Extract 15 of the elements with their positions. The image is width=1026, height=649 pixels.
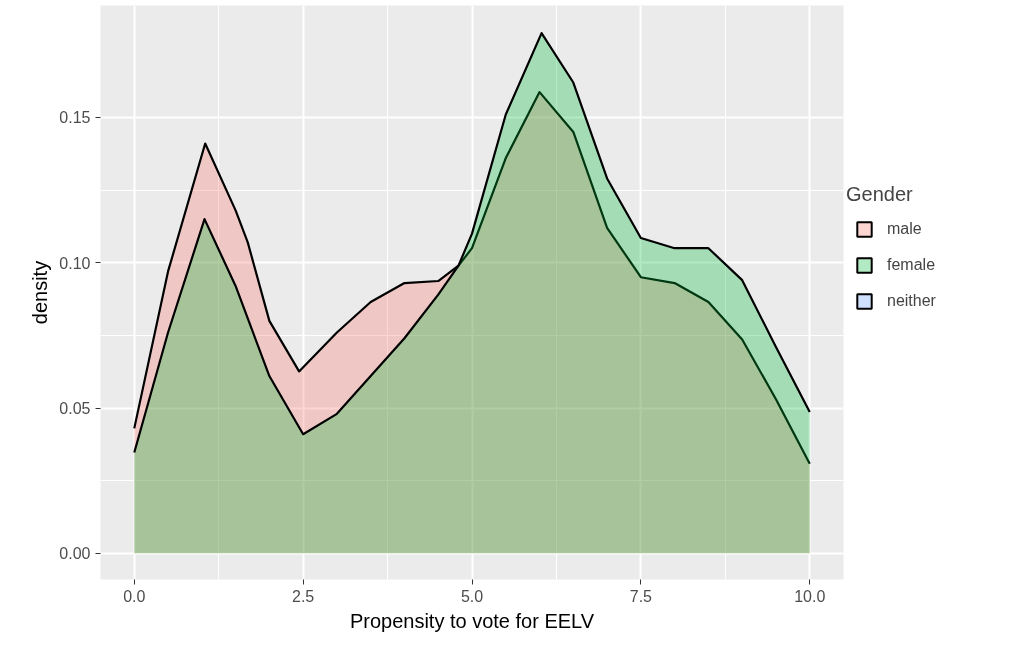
legend-label: female [887,255,936,275]
y-tick-label: 0.05 [59,400,91,418]
x-axis-title: Propensity to vote for EELV [349,609,595,632]
x-tick-label: 0.0 [123,587,146,605]
legend-label: neither [887,291,936,311]
legend-title: Gender [846,183,914,206]
x-tick-label: 2.5 [292,587,315,605]
x-tick-label: 7.5 [629,587,653,605]
y-tick-label: 0.10 [59,254,91,272]
y-tick-label: 0.00 [59,545,91,563]
x-tick-label: 5.0 [460,587,484,605]
legend-label: male [887,219,922,239]
y-axis-title: density [29,260,52,325]
y-tick-label: 0.15 [59,109,91,127]
x-tick-label: 10.0 [794,587,826,605]
